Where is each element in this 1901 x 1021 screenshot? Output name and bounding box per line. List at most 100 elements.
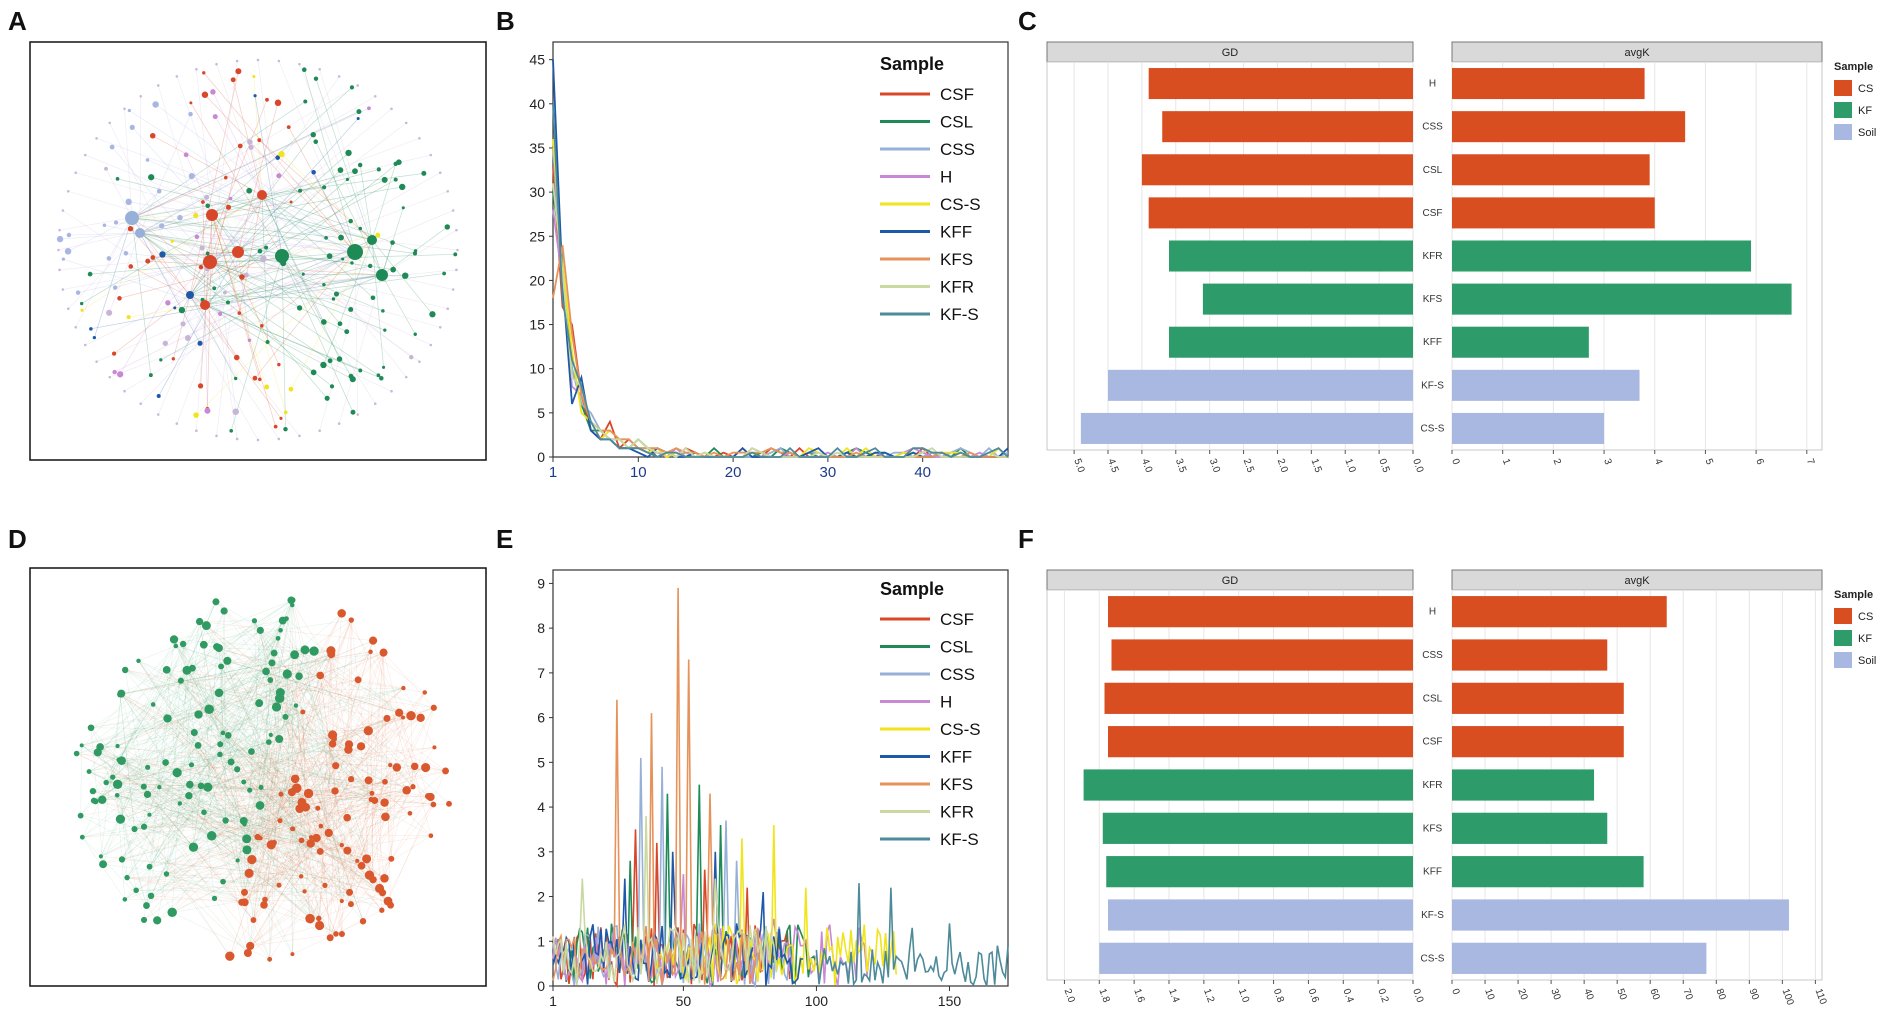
network-a-edge [261,154,431,196]
network-d-edge [398,712,429,797]
network-a-node [446,307,450,311]
network-a-edge [189,294,300,437]
network-d-edge [292,715,412,830]
network-a-node [350,261,354,265]
network-a-node [111,351,117,356]
network-a-node [112,369,117,375]
network-a-edge [131,217,454,290]
network-a-edge [68,232,141,236]
network-a-edge [204,169,341,306]
series-line-kf-s [552,103,1009,458]
network-a-edge [209,261,328,399]
category-label-kfr: KFR [1423,780,1443,791]
network-d-edge [278,649,306,740]
network-a-edge [211,201,292,216]
network-a-edge [96,137,373,241]
network-a-hub-node [206,209,218,221]
network-a-node [95,360,98,363]
network-d-node [326,934,334,942]
network-d-node [298,837,305,844]
network-a-edge [196,214,213,431]
network-d-edge [81,745,244,822]
network-a-hub-node [203,255,217,269]
network-a-node [376,167,381,172]
network-d-edge [198,660,228,715]
network-a-node [230,77,236,83]
network-a-node [390,266,397,273]
network-d-edge [166,800,375,875]
network-d-edge [92,790,212,837]
network-d-node [347,775,355,783]
legend-label-kfr: KFR [940,803,974,822]
network-d-edge [304,734,333,892]
network-a-node [256,438,260,442]
network-a-node [215,62,218,66]
network-d-edge [143,639,175,920]
network-a-edge [204,145,241,306]
network-a-edge [139,198,231,234]
category-label-css: CSS [1422,122,1443,133]
network-d-edge [328,786,414,834]
network-d-edge [243,653,384,783]
network-d-edge [279,738,386,818]
series-lines [552,587,1009,989]
network-d-edge [350,620,369,781]
network-d-edge [126,741,270,878]
network-d-edge [147,698,280,795]
network-d-node [115,814,126,824]
network-a-edge [319,69,373,241]
network-d-edge [335,712,400,766]
network-d-edge [165,749,349,763]
network-d-edge [296,687,404,789]
network-d-edge [166,669,391,906]
network-d-node [369,875,377,884]
network-a-edge [212,91,263,196]
network-a-edge [147,260,383,276]
network-a-edge [281,255,352,377]
network-a-node [257,248,263,254]
network-d-edge [220,666,300,809]
network-a-edge [204,304,382,379]
network-a-edge [288,126,356,253]
network-d-node [182,665,192,675]
network-d-edge [120,792,372,820]
network-a-node [370,295,376,301]
network-d-edge [117,653,332,747]
network-d-edge [269,739,280,960]
network-d-edge [214,807,319,899]
network-d-edge [97,652,275,753]
network-d-edge [149,735,229,867]
network-d-node [368,649,373,655]
network-d-edge [227,735,254,921]
avgk-tick-label: 4 [1652,457,1664,466]
network-d-edge [292,802,303,955]
network-d-edge [99,746,148,795]
network-a-edge [81,194,263,311]
network-d-edge [244,600,292,893]
network-d-edge [263,640,374,906]
network-d-edge [149,814,270,960]
network-d-edge [99,746,238,861]
network-d-edge [188,795,392,860]
network-d-node [426,792,435,802]
network-d-edge [280,692,302,877]
network-d-edge [223,874,370,882]
network-d-edge [211,770,446,837]
network-d-edge [270,698,280,845]
network-d-node [220,878,226,885]
network-a-edge [336,274,383,295]
network-d-edge [102,717,421,865]
network-d-node [133,887,139,894]
network-a-node [289,200,293,204]
bar-avgk-csf [1452,726,1624,758]
network-d-edge [243,820,310,844]
legend-label-cs-s: CS-S [940,195,981,214]
network-d-node [357,861,366,870]
network-d-edge [102,643,184,865]
network-d-edge [121,760,280,886]
network-d-node [442,767,449,775]
network-d-edge [249,718,388,947]
network-d-edge [304,844,343,892]
network-a-edge [125,252,211,263]
network-a-edge [209,261,238,440]
